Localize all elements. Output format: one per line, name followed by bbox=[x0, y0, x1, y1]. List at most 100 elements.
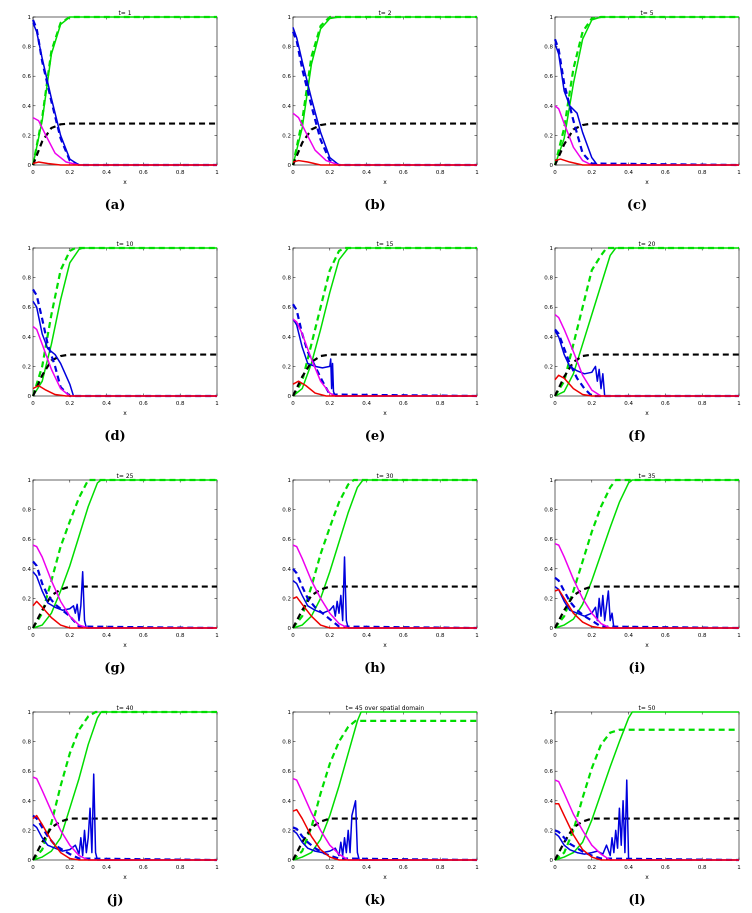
series-line-0 bbox=[292, 711, 477, 861]
y-tick-label: 0.4 bbox=[544, 335, 553, 341]
y-tick-label: 0 bbox=[550, 858, 554, 864]
series-line-6 bbox=[292, 596, 477, 629]
y-tick-label: 1 bbox=[288, 478, 292, 484]
series-line-0 bbox=[554, 16, 739, 166]
plot-frame bbox=[292, 16, 478, 166]
series-line-5 bbox=[554, 779, 739, 861]
x-tick-label: 0 bbox=[291, 401, 295, 407]
y-tick-label: 1 bbox=[550, 478, 554, 484]
series-line-6 bbox=[292, 380, 477, 397]
x-tick-label: 0.2 bbox=[65, 401, 74, 407]
series-line-5 bbox=[554, 314, 739, 397]
x-tick-label: 1 bbox=[215, 401, 219, 407]
series-line-6 bbox=[32, 161, 217, 166]
x-tick-label: 0.8 bbox=[698, 401, 707, 407]
y-tick-label: 1 bbox=[550, 246, 554, 252]
y-tick-label: 0.4 bbox=[282, 104, 291, 110]
plot-frame bbox=[292, 247, 478, 397]
panel-caption: (b) bbox=[364, 198, 385, 213]
plot-frame bbox=[32, 247, 218, 397]
x-axis-label: x bbox=[383, 179, 387, 186]
series-line-4 bbox=[292, 568, 478, 630]
y-tick-label: 0.2 bbox=[22, 133, 31, 139]
series-line-6 bbox=[292, 159, 477, 166]
y-tick-label: 0.2 bbox=[544, 133, 553, 139]
panel-caption: (e) bbox=[365, 429, 386, 444]
panel-title: t= 30 bbox=[377, 473, 394, 480]
chart-panel-k: 0 0.2 0.4 0.6 0.8 1 0 0.2 0.4 0.6 0.8 1 t= 45 over s… bbox=[282, 705, 479, 908]
y-tick-label: 0 bbox=[288, 163, 292, 169]
x-tick-label: 0.8 bbox=[698, 865, 707, 871]
series-line-0 bbox=[554, 247, 739, 397]
x-tick-label: 1 bbox=[215, 633, 219, 639]
series-line-6 bbox=[554, 588, 739, 629]
series-line-1 bbox=[554, 728, 739, 861]
series-line-1 bbox=[291, 15, 477, 166]
series-line-4 bbox=[292, 826, 478, 862]
panel-caption: (l) bbox=[628, 893, 645, 908]
x-tick-label: 0.2 bbox=[65, 170, 74, 176]
x-tick-label: 0.2 bbox=[587, 633, 596, 639]
series-line-2 bbox=[292, 353, 477, 397]
x-axis-label: x bbox=[123, 874, 127, 881]
series-line-3 bbox=[292, 556, 477, 629]
x-tick-label: 0 bbox=[553, 865, 557, 871]
y-tick-label: 0.8 bbox=[22, 45, 31, 51]
y-tick-label: 0.4 bbox=[22, 104, 31, 110]
series-line-4 bbox=[553, 38, 740, 167]
x-tick-label: 0.4 bbox=[624, 865, 633, 871]
y-tick-label: 0.8 bbox=[22, 276, 31, 282]
series-line-5 bbox=[554, 105, 739, 166]
series-line-3 bbox=[292, 27, 477, 166]
series-line-0 bbox=[32, 247, 217, 397]
series-line-4 bbox=[32, 288, 217, 398]
y-tick-label: 0.8 bbox=[282, 45, 291, 51]
y-tick-label: 0.4 bbox=[544, 567, 553, 573]
series-line-3 bbox=[32, 571, 217, 629]
x-tick-label: 0 bbox=[31, 401, 35, 407]
y-tick-label: 1 bbox=[550, 710, 554, 716]
panel-title: t= 2 bbox=[378, 10, 391, 17]
panel-title: t= 1 bbox=[118, 10, 131, 17]
x-axis-label: x bbox=[645, 179, 649, 186]
y-tick-label: 0.2 bbox=[22, 364, 31, 370]
series-line-0 bbox=[554, 479, 739, 629]
series-line-6 bbox=[555, 803, 739, 861]
x-axis-label: x bbox=[383, 874, 387, 881]
series-line-1 bbox=[292, 478, 477, 629]
y-tick-label: 0 bbox=[28, 626, 32, 632]
y-tick-label: 0.4 bbox=[22, 335, 31, 341]
y-tick-label: 0.2 bbox=[544, 364, 553, 370]
y-tick-label: 1 bbox=[288, 15, 292, 21]
x-tick-label: 0.6 bbox=[399, 865, 408, 871]
y-tick-label: 0.4 bbox=[22, 567, 31, 573]
y-tick-label: 0.6 bbox=[544, 305, 553, 311]
x-tick-label: 1 bbox=[475, 401, 479, 407]
x-tick-label: 0.8 bbox=[176, 633, 185, 639]
series-line-3 bbox=[32, 773, 217, 861]
x-axis-label: x bbox=[645, 410, 649, 417]
x-tick-label: 0.8 bbox=[436, 865, 445, 871]
chart-panel-d: 0 0.2 0.4 0.6 0.8 1 0 0.2 0.4 0.6 0.8 1 t= 10 x (d) bbox=[22, 241, 219, 444]
x-tick-label: 0 bbox=[31, 170, 35, 176]
chart-panel-h: 0 0.2 0.4 0.6 0.8 1 0 0.2 0.4 0.6 0.8 1 t= 30 x (h) bbox=[282, 473, 479, 676]
x-tick-label: 0.6 bbox=[139, 865, 148, 871]
panel-caption: (h) bbox=[364, 661, 386, 676]
panel-caption: (d) bbox=[104, 429, 125, 444]
y-tick-label: 0.4 bbox=[544, 104, 553, 110]
x-tick-label: 0.6 bbox=[399, 401, 408, 407]
y-tick-label: 1 bbox=[28, 15, 32, 21]
chart-panel-f: 0 0.2 0.4 0.6 0.8 1 0 0.2 0.4 0.6 0.8 1 t= 20 x (f) bbox=[544, 241, 741, 444]
panel-caption: (k) bbox=[364, 893, 385, 908]
x-axis-label: x bbox=[383, 410, 387, 417]
y-tick-label: 0 bbox=[550, 394, 554, 400]
panel-caption: (c) bbox=[627, 198, 647, 213]
panel-title: t= 25 bbox=[117, 473, 134, 480]
y-tick-label: 0.4 bbox=[282, 799, 291, 805]
y-tick-label: 0 bbox=[550, 626, 554, 632]
x-tick-label: 0.6 bbox=[139, 633, 148, 639]
x-tick-label: 0 bbox=[553, 170, 557, 176]
x-tick-label: 0.6 bbox=[661, 170, 670, 176]
y-tick-label: 0.6 bbox=[22, 74, 31, 80]
